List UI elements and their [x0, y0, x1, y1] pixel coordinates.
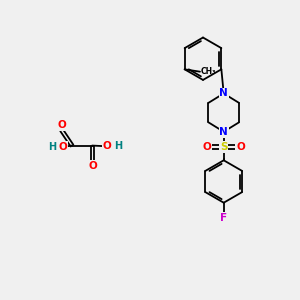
Text: S: S: [220, 142, 227, 152]
Text: N: N: [219, 127, 228, 137]
Text: H: H: [49, 142, 57, 152]
Text: O: O: [103, 141, 112, 151]
Text: N: N: [219, 88, 228, 98]
Text: H: H: [114, 141, 122, 151]
Text: CH₃: CH₃: [200, 67, 216, 76]
Text: O: O: [202, 142, 211, 152]
Text: N: N: [219, 88, 228, 98]
Text: O: O: [57, 120, 66, 130]
Text: O: O: [88, 161, 97, 171]
Text: F: F: [220, 213, 227, 223]
Text: O: O: [59, 142, 68, 152]
Text: O: O: [236, 142, 245, 152]
